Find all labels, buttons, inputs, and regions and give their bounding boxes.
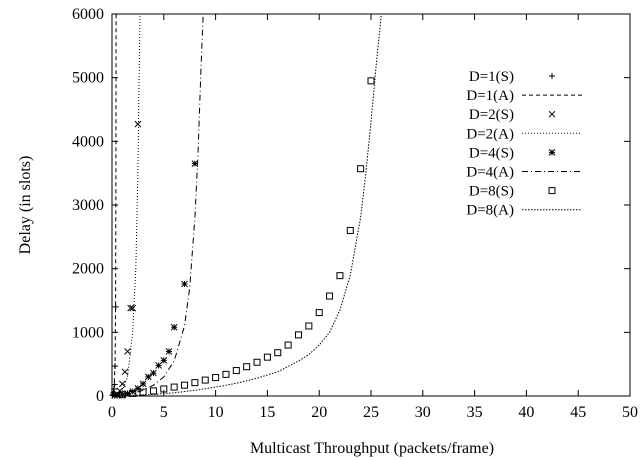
- x-tick-label: 30: [415, 404, 431, 421]
- data-point-d-8-s: [129, 389, 137, 397]
- series-lines: [112, 14, 382, 396]
- data-point-d-2-s: [121, 368, 129, 376]
- data-point-d-8-s: [367, 77, 375, 85]
- data-point-d-2-s: [119, 380, 126, 388]
- data-point-d-4-s: [170, 323, 178, 331]
- y-tick-label: 1000: [72, 324, 104, 341]
- data-point-d-8-s: [160, 385, 168, 393]
- x-tick-label: 45: [570, 404, 586, 421]
- data-point-d-1-s: [111, 381, 118, 388]
- data-point-d-8-s: [336, 272, 344, 280]
- data-point-d-8-s: [181, 381, 189, 389]
- data-point-d-8-s: [170, 383, 178, 391]
- legend-sample-d-8-s: [548, 187, 556, 195]
- legend-label-d-4-s: D=4(S): [469, 145, 514, 161]
- data-point-d-8-s: [243, 363, 251, 371]
- data-point-d-8-s: [253, 358, 261, 366]
- x-axis-label: Multicast Throughput (packets/frame): [250, 440, 494, 457]
- data-point-d-8-s: [346, 226, 354, 234]
- y-axis-label: Delay (in slots): [17, 156, 34, 255]
- data-point-d-8-s: [212, 374, 220, 382]
- data-point-d-4-s: [129, 388, 137, 395]
- data-point-d-2-s: [127, 304, 135, 312]
- series-points: [109, 77, 375, 399]
- series-line-d-8-a: [112, 14, 382, 396]
- data-point-d-8-s: [326, 292, 334, 300]
- x-tick-label: 25: [363, 404, 379, 421]
- data-point-d-8-s: [284, 341, 292, 349]
- data-point-d-4-s: [144, 373, 152, 381]
- y-axis: 0 1000 2000 3000 4000 5000 6000: [72, 6, 630, 405]
- data-point-d-8-s: [118, 391, 126, 399]
- legend-label-d-1-a: D=1(A): [466, 88, 514, 104]
- x-tick-label: 5: [160, 404, 168, 421]
- data-point-d-8-s: [222, 370, 230, 378]
- data-point-d-4-s: [119, 391, 126, 399]
- legend: D=1(S) D=1(A) D=2(S) D=2(A) D=4(S) D=4(A) D=8(…: [466, 69, 582, 219]
- legend-label-d-2-s: D=2(S): [469, 107, 514, 123]
- y-tick-label: 0: [96, 388, 104, 405]
- data-point-d-2-s: [134, 120, 142, 128]
- data-point-d-2-s: [129, 304, 137, 312]
- x-tick-label: 35: [467, 404, 483, 421]
- data-point-d-4-s: [181, 280, 188, 288]
- y-tick-label: 4000: [72, 133, 104, 150]
- data-point-d-8-s: [294, 331, 302, 339]
- legend-sample-d-1-s: [549, 73, 555, 79]
- data-point-d-8-s: [149, 387, 157, 395]
- legend-sample-d-4-s: [548, 149, 556, 156]
- data-point-d-4-s: [160, 356, 168, 364]
- x-tick-label: 10: [208, 404, 224, 421]
- data-point-d-8-s: [357, 165, 365, 173]
- data-point-d-8-s: [201, 376, 209, 384]
- data-point-d-4-s: [150, 369, 157, 377]
- legend-label-d-4-a: D=4(A): [466, 165, 514, 181]
- data-point-d-8-s: [274, 349, 282, 357]
- x-tick-label: 40: [518, 404, 534, 421]
- data-point-d-4-s: [155, 362, 162, 369]
- x-tick-label: 0: [108, 404, 116, 421]
- legend-label-d-1-s: D=1(S): [469, 69, 514, 85]
- data-point-d-2-s: [116, 387, 124, 395]
- data-point-d-8-s: [139, 388, 147, 396]
- legend-label-d-2-a: D=2(A): [466, 126, 514, 142]
- plot-border: [111, 13, 631, 397]
- x-tick-label: 50: [622, 404, 638, 421]
- data-point-d-8-s: [315, 309, 323, 317]
- y-tick-label: 6000: [72, 6, 104, 23]
- y-tick-label: 3000: [72, 197, 104, 214]
- x-tick-label: 20: [311, 404, 327, 421]
- y-tick-label: 5000: [72, 70, 104, 87]
- data-point-d-8-s: [305, 322, 313, 330]
- data-point-d-1-s: [111, 385, 118, 392]
- data-point-d-4-s: [139, 380, 147, 388]
- data-point-d-1-s: [112, 363, 119, 370]
- legend-label-d-8-s: D=8(S): [469, 184, 514, 200]
- x-tick-label: 15: [259, 404, 275, 421]
- data-point-d-2-s: [124, 348, 131, 355]
- plot-frame: [111, 13, 631, 397]
- legend-sample-d-2-s: [548, 110, 556, 118]
- series-line-d-4-a: [112, 14, 204, 396]
- data-point-d-8-s: [263, 353, 271, 361]
- data-point-d-4-s: [191, 160, 199, 167]
- y-tick-label: 2000: [72, 261, 104, 278]
- data-point-d-8-s: [232, 367, 240, 375]
- data-point-d-1-s: [112, 303, 119, 310]
- data-point-d-8-s: [191, 379, 199, 387]
- data-point-d-4-s: [165, 348, 173, 355]
- legend-label-d-8-a: D=8(A): [466, 203, 514, 219]
- x-axis: 0 5 10 15 20 25 30 35 40 45 50: [108, 14, 638, 421]
